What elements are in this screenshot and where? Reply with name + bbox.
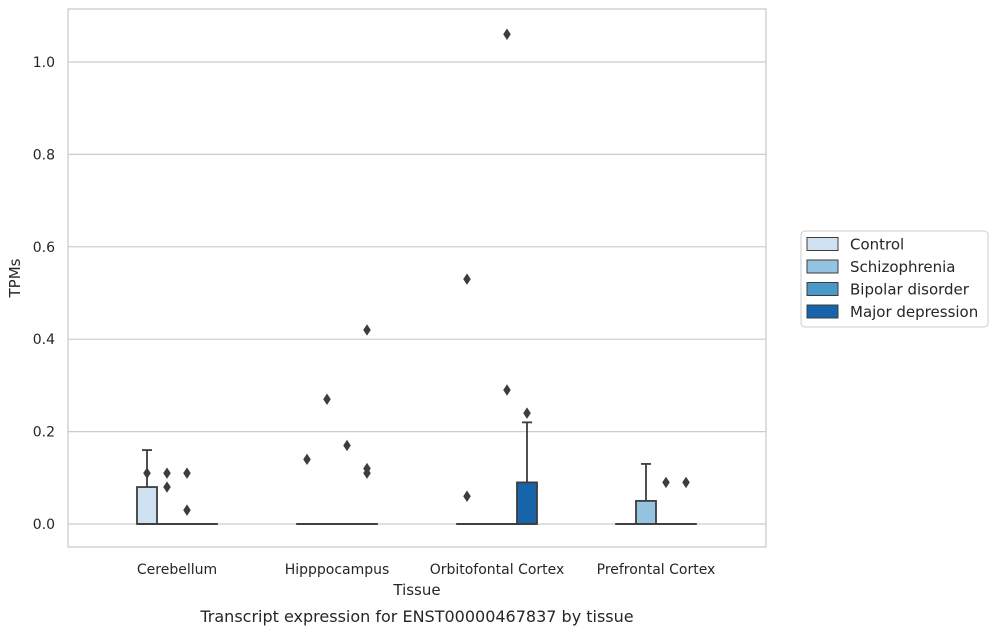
- series-major-depression: [196, 324, 697, 525]
- legend-items: Control Schizophrenia Bipolar disorder Majo…: [806, 236, 978, 321]
- y-tick-labels: 0.0 0.2 0.4 0.6 0.8 1.0: [33, 55, 55, 533]
- legend-label: Schizophrenia: [850, 258, 955, 276]
- y-tick-label: 0.0: [33, 517, 55, 533]
- box: [136, 486, 158, 525]
- series-schizophrenia: [156, 393, 657, 525]
- outlier-point: [323, 393, 331, 405]
- outlier-point: [503, 384, 511, 396]
- outlier-point: [343, 439, 351, 452]
- legend-swatch: [806, 304, 839, 319]
- legend: Control Schizophrenia Bipolar disorder Majo…: [800, 230, 989, 328]
- outlier-point: [183, 467, 191, 479]
- outlier-point: [363, 324, 371, 336]
- legend-label: Control: [850, 236, 904, 254]
- outlier-point: [682, 476, 690, 489]
- outlier-point: [463, 490, 471, 503]
- outlier-point: [183, 504, 191, 516]
- outlier-point: [303, 453, 311, 466]
- legend-label: Major depression: [850, 303, 978, 321]
- y-tick-label: 0.4: [33, 332, 55, 348]
- x-tick-label: Orbitofontal Cortex: [430, 562, 565, 578]
- outlier-point: [523, 407, 531, 419]
- series-control: [136, 273, 637, 525]
- legend-label: Bipolar disorder: [850, 281, 970, 299]
- plot-frame: [67, 8, 767, 548]
- outlier-point: [163, 481, 171, 493]
- chart-caption: Transcript expression for ENST0000046783…: [199, 607, 633, 626]
- y-tick-label: 1.0: [33, 55, 55, 71]
- outlier-point: [143, 467, 151, 479]
- outlier-point: [503, 28, 511, 41]
- outlier-point: [163, 467, 171, 479]
- y-axis-title: TPMs: [6, 258, 24, 298]
- legend-swatch: [806, 237, 839, 251]
- legend-swatch: [806, 282, 839, 296]
- y-tick-label: 0.6: [33, 240, 55, 256]
- box: [516, 481, 538, 525]
- y-tick-label: 0.2: [33, 425, 55, 441]
- outlier-point: [662, 476, 670, 489]
- y-tick-label: 0.8: [33, 147, 55, 163]
- x-axis-title: Tissue: [392, 581, 440, 599]
- x-tick-label: Hipppocampus: [285, 562, 390, 578]
- x-tick-label: Prefrontal Cortex: [597, 562, 716, 578]
- outlier-point: [463, 273, 471, 285]
- outlier-point: [363, 467, 371, 479]
- legend-swatch: [806, 259, 839, 274]
- box-series: [136, 28, 697, 525]
- legend-frame: [800, 230, 989, 328]
- box: [635, 499, 657, 525]
- x-tick-label: Cerebellum: [137, 562, 217, 578]
- x-tick-labels: Cerebellum Hipppocampus Orbitofontal Corte…: [137, 562, 715, 578]
